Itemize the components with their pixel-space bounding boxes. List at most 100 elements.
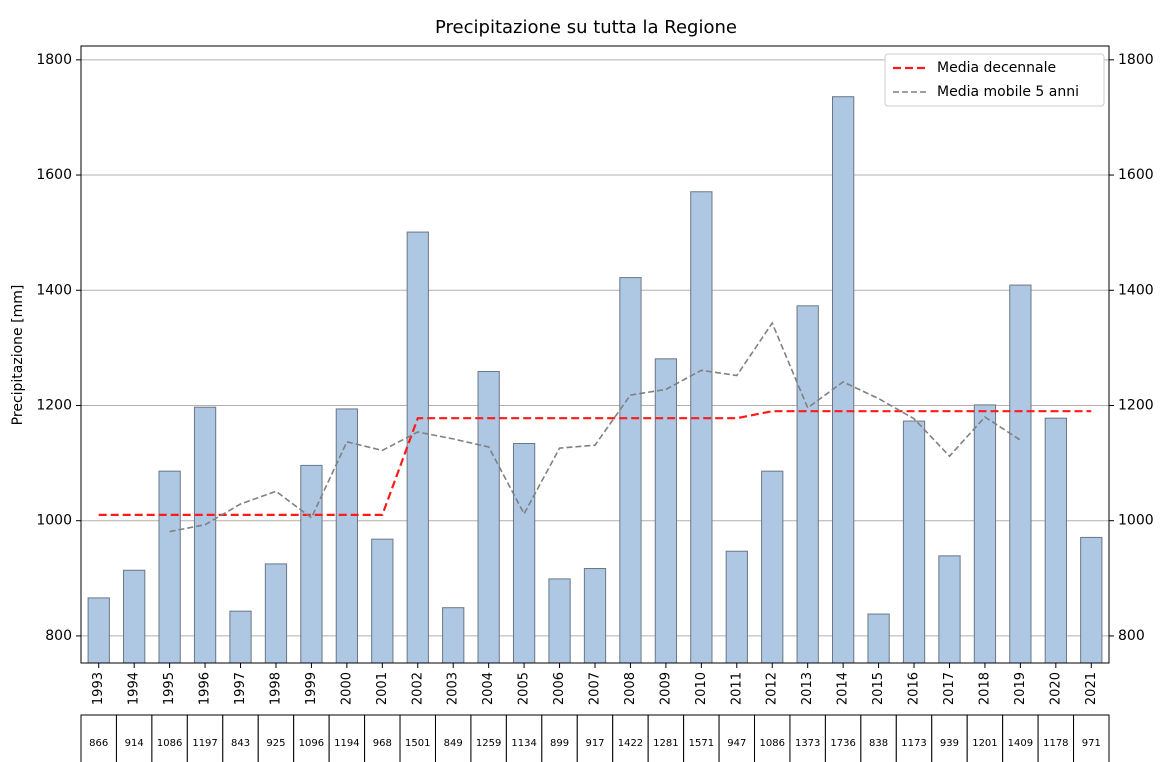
table-value: 939 [940, 738, 959, 749]
x-tick-label: 2004 [481, 672, 496, 705]
table-cell [505, 714, 543, 762]
bar [264, 563, 288, 664]
table-cell [754, 714, 791, 762]
x-tick-label: 2014 [836, 672, 851, 705]
x-tick-label: 2006 [552, 672, 567, 705]
bar [867, 613, 890, 664]
line [169, 321, 1021, 533]
table-value: 1096 [299, 738, 324, 749]
table-value: 1259 [476, 738, 501, 749]
line [98, 410, 1092, 516]
y-tick-label: 800 [45, 628, 72, 644]
legend-box [884, 53, 1105, 107]
table-value: 914 [125, 738, 144, 749]
x-tick-label: 1995 [162, 672, 177, 705]
table-value: 849 [444, 738, 463, 749]
x-tick-label: 2010 [694, 672, 709, 705]
x-tick-label: 2009 [658, 672, 673, 705]
bar [123, 569, 146, 664]
table-value: 1197 [192, 738, 217, 749]
x-tick-label: 2016 [907, 672, 922, 705]
table-cell [612, 714, 649, 762]
bar [512, 443, 536, 664]
table-value: 1086 [760, 738, 785, 749]
table-value: 1173 [901, 738, 926, 749]
x-tick-label: 2018 [977, 672, 992, 705]
table-value: 1409 [1008, 738, 1033, 749]
bar [477, 370, 500, 664]
bar [335, 408, 358, 664]
table-value: 843 [231, 738, 250, 749]
y2-tick-label: 1600 [1118, 167, 1154, 183]
bar [229, 610, 252, 664]
table-cell [966, 714, 1004, 762]
y-tick-label: 1800 [36, 52, 72, 68]
legend-label: Media mobile 5 anni [937, 84, 1079, 100]
y-tick-label: 1600 [36, 167, 72, 183]
table-cell [328, 714, 366, 762]
bar [193, 406, 217, 664]
x-tick-label: 2020 [1048, 672, 1063, 705]
y-tick-label: 1400 [36, 282, 72, 298]
x-tick-label: 2007 [588, 672, 603, 705]
table-cell [257, 714, 295, 762]
bar [796, 305, 819, 664]
bar [371, 538, 394, 664]
x-tick-label: 2001 [375, 672, 390, 705]
table-cell [1002, 714, 1039, 762]
table-cell [824, 714, 862, 762]
table-cell [80, 714, 117, 762]
bar [1080, 536, 1103, 664]
y2-tick-label: 1000 [1118, 513, 1154, 529]
y2-tick-label: 800 [1118, 628, 1145, 644]
bar [583, 568, 607, 664]
table-value: 968 [373, 738, 392, 749]
bar [1009, 284, 1032, 664]
x-tick-label: 1996 [198, 672, 213, 705]
table-value: 1422 [618, 738, 643, 749]
table-cell [1037, 714, 1075, 762]
table-value: 899 [550, 738, 569, 749]
table-cell [434, 714, 472, 762]
y2-tick-label: 1200 [1118, 397, 1154, 413]
bar [938, 555, 961, 664]
table-cell [789, 714, 826, 762]
table-cell [364, 714, 401, 762]
bar [1044, 417, 1067, 664]
x-tick-label: 2021 [1084, 672, 1099, 705]
table-value: 866 [89, 738, 108, 749]
table-value: 1194 [334, 738, 359, 749]
legend-label: Media decennale [937, 60, 1056, 76]
x-tick-label: 2019 [1013, 672, 1028, 705]
table-value: 1134 [511, 738, 536, 749]
bar [832, 96, 855, 664]
x-tick-label: 2000 [339, 672, 354, 705]
x-tick-label: 2002 [410, 672, 425, 705]
x-tick-label: 2013 [800, 672, 815, 705]
table-cell [293, 714, 330, 762]
y2-tick-label: 1400 [1118, 282, 1154, 298]
table-cell [576, 714, 614, 762]
y-tick-label: 1200 [36, 397, 72, 413]
table-cell [222, 714, 259, 762]
x-tick-label: 2011 [729, 672, 744, 705]
bar [442, 607, 465, 664]
chart-title: Precipitazione su tutta la Regione [435, 17, 737, 38]
table-value: 838 [869, 738, 888, 749]
table-value: 1281 [653, 738, 678, 749]
bar [158, 470, 181, 664]
bar [902, 420, 926, 664]
bar [690, 191, 713, 664]
table-cell [931, 714, 968, 762]
table-cell [647, 714, 685, 762]
table-value: 1178 [1043, 738, 1068, 749]
bar [406, 231, 429, 664]
table-value: 1086 [157, 738, 182, 749]
table-cell [470, 714, 507, 762]
table-value: 1201 [972, 738, 997, 749]
x-tick-label: 1997 [233, 672, 248, 705]
table-cell [895, 714, 933, 762]
table-value: 1571 [689, 738, 714, 749]
